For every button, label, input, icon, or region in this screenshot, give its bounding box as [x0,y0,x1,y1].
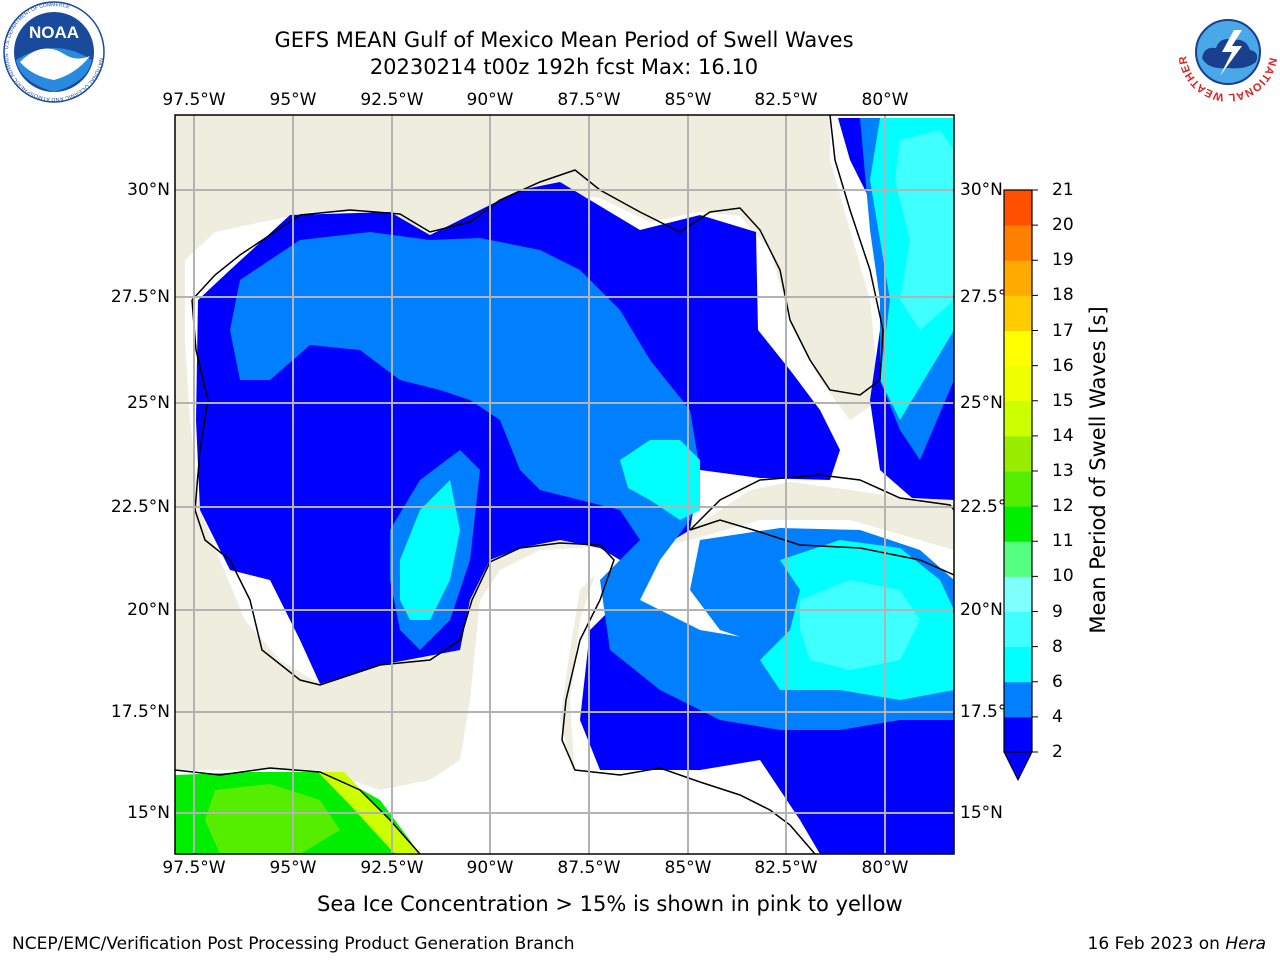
colorbar-segment [1004,435,1032,472]
colorbar-tick-label: 20 [1052,215,1074,236]
noaa-logo-icon: NOAA NATIONAL OCEANIC AND ATMOSPHERIC AD… [2,0,105,103]
colorbar-tick-label: 21 [1052,180,1074,200]
map-frame [174,114,955,855]
lon-tick-top: 82.5°W [754,90,818,110]
field-8to9-caribbean [800,580,920,670]
colorbar-tick-label: 4 [1052,706,1063,727]
colorbar-tick-label: 19 [1052,250,1074,271]
lon-tick-top: 87.5°W [557,90,621,110]
lon-tick-top: 80°W [861,90,909,110]
lon-tick-top: 92.5°W [360,90,424,110]
lon-tick-bottom: 85°W [664,858,712,878]
colorbar-segment [1004,260,1032,296]
lat-tick-left: 17.5°N [110,702,170,722]
lon-tick-bottom: 82.5°W [754,858,818,878]
colorbar-segment [1004,611,1032,648]
colorbar-tick-label: 8 [1052,636,1063,657]
lon-tick-top: 85°W [664,90,712,110]
colorbar-segment [1004,681,1032,718]
colorbar-tick-label: 14 [1052,425,1074,446]
field-8to9-atlantic [895,130,954,330]
colorbar-tick-label: 17 [1052,320,1074,341]
colorbar-segment [1004,295,1032,331]
lat-tick-right: 27.5°N [960,287,1006,307]
colorbar-segment [1004,365,1032,402]
field-high-period-pacific-lighter [205,784,340,854]
colorbar-tick-label: 9 [1052,601,1063,622]
lat-tick-right: 22.5°N [960,497,1006,517]
colorbar-title: Mean Period of Swell Waves [s] [1086,306,1110,634]
colorbar-tick-label: 15 [1052,390,1074,411]
lon-tick-bottom: 87.5°W [557,858,621,878]
date-text: 16 Feb 2023 on Hera [1087,934,1266,954]
colorbar-segment [1004,541,1032,577]
colorbar-segment [1004,506,1032,542]
colorbar-tick-label: 12 [1052,496,1074,517]
svg-text:NOAA: NOAA [29,23,79,42]
colorbar-segment [1004,330,1032,367]
lat-tick-left: 22.5°N [110,497,170,517]
coastline [191,115,884,396]
colorbar-tick-label: 13 [1052,461,1074,481]
field-4to6-main [230,232,954,730]
colorbar-extend-arrow [1003,751,1033,782]
map-gridlines [175,115,954,854]
colorbar-tick-label: 6 [1052,671,1063,692]
field-6to8-west [400,480,460,620]
sea-ice-note: Sea Ice Concentration > 15% is shown in … [317,892,903,916]
lat-tick-left: 25°N [127,393,170,413]
colorbar-segment [1004,225,1032,261]
coastline-pacific [175,767,421,854]
coastline-mexico [191,299,816,854]
lat-tick-left: 20°N [127,600,170,620]
lat-tick-left: 27.5°N [110,287,170,307]
colorbar-segment [1004,190,1032,226]
lat-tick-right: 20°N [960,600,1003,620]
lon-tick-bottom: 95°W [269,858,317,878]
colorbar-tick-label: 2 [1052,742,1063,762]
nws-logo-icon: NATIONAL WEATHER SERVICE [1176,0,1278,103]
lon-tick-bottom: 92.5°W [360,858,424,878]
colorbar-segment [1004,716,1032,753]
colorbar-tick-label: 10 [1052,566,1074,587]
lat-tick-right: 30°N [960,180,1003,200]
lon-tick-top: 95°W [269,90,317,110]
machine-name: Hera [1225,934,1266,954]
colorbar-tick-label: 18 [1052,285,1074,306]
page-title: GEFS MEAN Gulf of Mexico Mean Period of … [274,28,854,52]
page-subtitle: 20230214 t00z 192h fcst Max: 16.10 [369,55,759,79]
lon-tick-top: 97.5°W [162,90,226,110]
colorbar-segment [1004,471,1032,507]
lat-tick-left: 15°N [127,803,170,823]
lat-tick-left: 30°N [127,180,170,200]
lon-tick-bottom: 80°W [861,858,909,878]
colorbar-tick-label: 11 [1052,531,1074,552]
lat-tick-right: 25°N [960,393,1003,413]
credit-text: NCEP/EMC/Verification Post Processing Pr… [12,934,575,954]
lon-tick-bottom: 90°W [466,858,514,878]
lon-tick-bottom: 97.5°W [162,858,226,878]
lon-tick-top: 90°W [466,90,514,110]
coastline-cuba [689,474,954,576]
colorbar-segment [1004,576,1032,612]
colorbar-tick-label: 16 [1052,355,1074,376]
colorbar-segment [1004,646,1032,683]
lat-tick-right: 17.5°N [960,702,1006,722]
field-6to8-loop [620,440,700,520]
colorbar-segment [1004,400,1032,437]
lat-tick-right: 15°N [960,803,1003,823]
